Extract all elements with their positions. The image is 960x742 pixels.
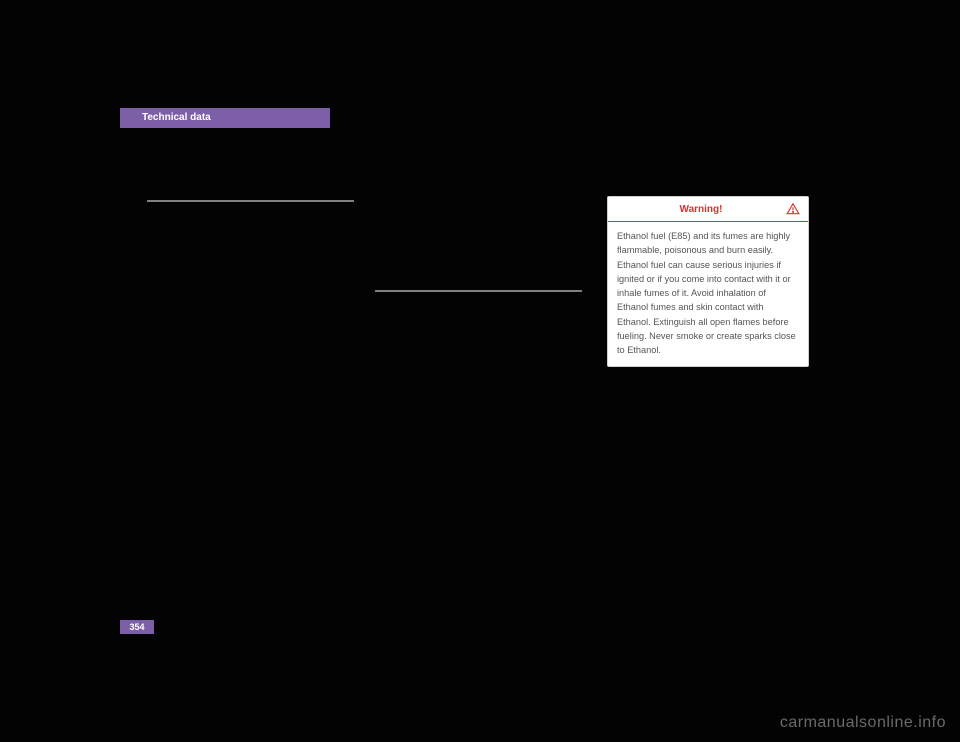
warning-body: Ethanol fuel (E85) and its fumes are hig…: [608, 222, 808, 366]
warning-icon: [786, 202, 800, 218]
page-number-badge: 354: [120, 620, 154, 634]
warning-title: Warning!: [616, 202, 786, 218]
section-tab-label: Technical data: [142, 112, 211, 123]
section-tab: Technical data: [120, 108, 330, 128]
warning-callout: Warning! Ethanol fuel (E85) and its fume…: [607, 196, 809, 367]
manual-page: Technical data Warning! Ethanol fuel (E8…: [120, 90, 840, 650]
page-number: 354: [129, 622, 144, 632]
warning-header: Warning!: [608, 197, 808, 222]
watermark-text: carmanualsonline.info: [780, 714, 946, 732]
divider-left: [147, 200, 354, 202]
divider-middle: [375, 290, 582, 292]
